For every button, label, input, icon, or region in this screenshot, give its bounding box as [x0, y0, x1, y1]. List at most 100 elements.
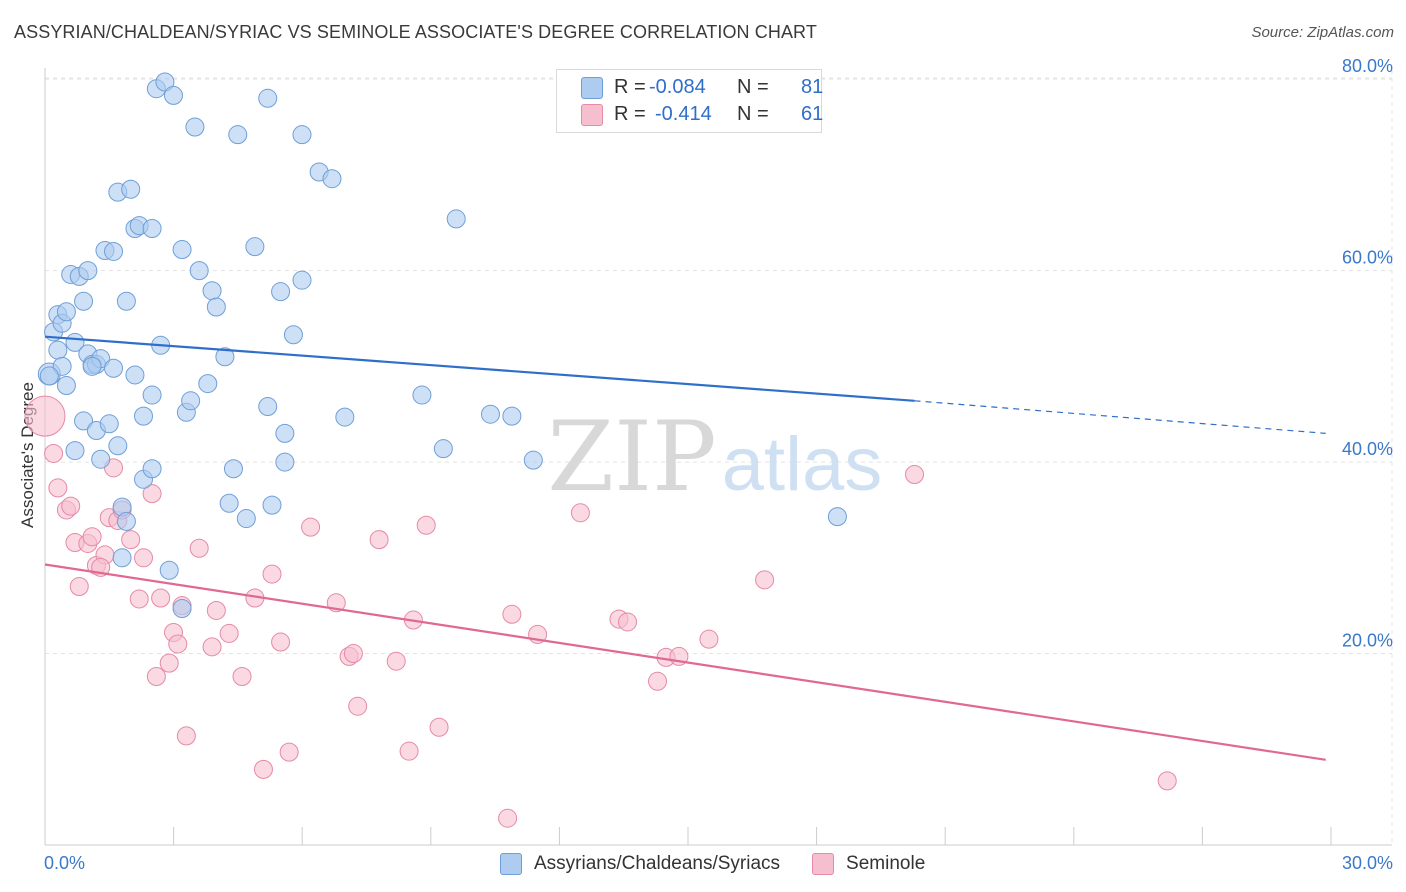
seminole-point	[570, 503, 590, 523]
seminole-point	[44, 443, 64, 463]
seminole-point	[348, 696, 368, 716]
series-legend-assyrian: Assyrians/Chaldeans/Syriacs	[500, 853, 780, 875]
watermark-zip: ZIP	[547, 401, 716, 513]
assyrian-point	[228, 125, 248, 145]
seminole-point	[129, 589, 149, 609]
assyrian-point	[134, 406, 154, 426]
trend-lines	[44, 335, 1326, 761]
seminole-point	[279, 742, 299, 762]
seminole-point	[176, 726, 196, 746]
seminole-point	[61, 496, 81, 516]
seminole-point	[151, 588, 171, 608]
seminole-point	[202, 637, 222, 657]
seminole-point	[134, 548, 154, 568]
assyrian-point	[258, 397, 278, 417]
assyrian-point	[172, 599, 192, 619]
assyrian-point	[159, 560, 179, 580]
assyrian-point	[99, 414, 119, 434]
legend-r-label: R =	[614, 75, 646, 98]
legend-swatch-blue	[581, 77, 603, 99]
assyrian-point	[48, 340, 68, 360]
source-label: Source: ZipAtlas.com	[1251, 24, 1394, 41]
assyrian-point	[181, 391, 201, 411]
assyrian-point	[827, 507, 847, 527]
legend-r-label: R =	[614, 102, 646, 125]
assyrian-point	[172, 240, 192, 260]
series-legend: Assyrians/Chaldeans/Syriacs Seminole	[500, 852, 957, 876]
axes	[44, 68, 1392, 846]
assyrian-point	[142, 385, 162, 405]
assyrian-point	[412, 385, 432, 405]
assyrian-point	[125, 365, 145, 385]
assyrian-points	[37, 72, 847, 619]
assyrian-point	[142, 459, 162, 479]
assyrian-point	[189, 261, 209, 281]
grid-lines	[45, 70, 1393, 845]
assyrian-point	[206, 297, 226, 317]
chart-title: ASSYRIAN/CHALDEAN/SYRIAC VS SEMINOLE ASS…	[14, 22, 817, 42]
assyrian-point	[223, 459, 243, 479]
seminole-points	[24, 395, 1177, 828]
assyrian-point	[52, 356, 72, 376]
seminole-point	[618, 612, 638, 632]
series-legend-seminole: Seminole	[812, 853, 925, 875]
assyrian-point	[155, 72, 175, 92]
x-tick-label-min: 0.0%	[44, 853, 85, 873]
assyrian-point	[335, 407, 355, 427]
seminole-point	[232, 667, 252, 687]
seminole-point	[369, 530, 389, 550]
assyrian-point	[258, 88, 278, 108]
seminole-point	[1157, 771, 1177, 791]
assyrian-trend-line	[44, 335, 915, 402]
seminole-point	[206, 600, 226, 620]
seminole-point	[416, 515, 436, 535]
tick-labels: 20.0% 40.0% 60.0% 80.0% 0.0% 30.0%	[44, 56, 1393, 873]
y-tick-label: 60.0%	[1342, 248, 1393, 268]
series-swatch-blue	[500, 853, 522, 875]
watermark: ZIP atlas	[547, 401, 882, 513]
legend-swatch-pink	[581, 104, 603, 126]
legend-r-value: -0.084	[649, 75, 706, 98]
assyrian-point	[121, 179, 141, 199]
y-tick-label: 80.0%	[1342, 56, 1393, 76]
seminole-point	[905, 465, 925, 485]
seminole-point	[262, 564, 282, 584]
seminole-point	[69, 577, 89, 597]
assyrian-point	[116, 511, 136, 531]
assyrian-point	[215, 347, 235, 367]
seminole-point	[159, 653, 179, 673]
legend-n-value: 81	[801, 75, 824, 98]
seminole-point	[343, 644, 363, 664]
seminole-point	[219, 623, 239, 643]
seminole-point	[699, 629, 719, 649]
assyrian-point	[283, 325, 303, 345]
seminole-point	[386, 651, 406, 671]
seminole-point	[498, 808, 518, 828]
seminole-point	[253, 759, 273, 779]
assyrian-point	[74, 291, 94, 311]
seminole-point	[648, 671, 668, 691]
assyrian-point	[292, 125, 312, 145]
legend-r-value: -0.414	[655, 102, 712, 125]
assyrian-point	[446, 209, 466, 229]
x-tick-label-max: 30.0%	[1342, 853, 1393, 873]
assyrian-point	[245, 237, 265, 257]
assyrian-point	[39, 366, 59, 386]
assyrian-point	[202, 281, 222, 301]
assyrian-point	[275, 452, 295, 472]
assyrian-point	[523, 450, 543, 470]
legend-n-value: 61	[801, 102, 824, 125]
assyrian-point	[108, 436, 128, 456]
assyrian-point	[292, 270, 312, 290]
assyrian-point	[56, 302, 76, 322]
seminole-point	[48, 478, 68, 498]
assyrian-point	[322, 169, 342, 189]
assyrian-point	[502, 406, 522, 426]
seminole-point	[755, 570, 775, 590]
seminole-point	[502, 604, 522, 624]
seminole-point	[429, 717, 449, 737]
seminole-point	[82, 527, 102, 547]
watermark-atlas: atlas	[722, 422, 883, 507]
assyrian-point	[480, 404, 500, 424]
